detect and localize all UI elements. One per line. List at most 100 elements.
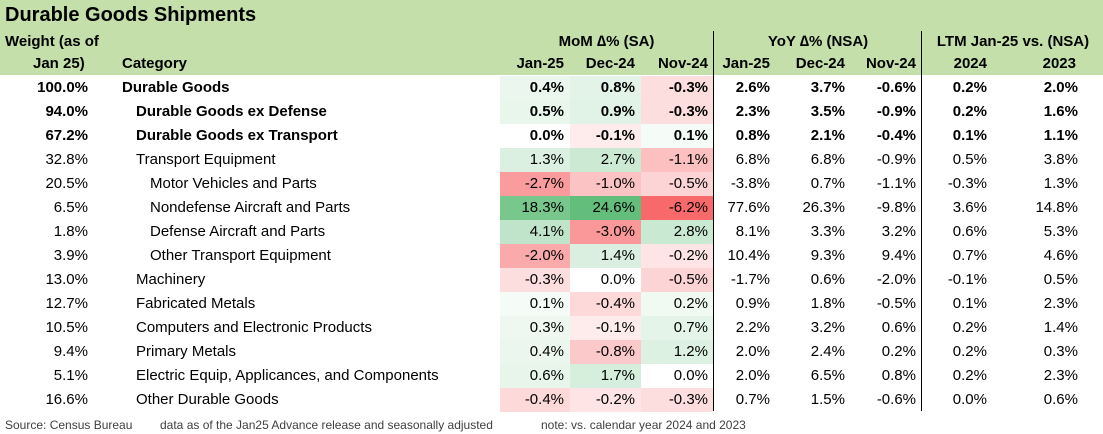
- heat-cell: [570, 196, 641, 220]
- mom-value-cell: 0.0%: [529, 127, 564, 144]
- ltm-value-cell: 0.3%: [1043, 343, 1078, 360]
- yoy-group-header: YoY ∆% (NSA): [767, 33, 869, 50]
- heat-cell: [570, 340, 641, 364]
- heat-cell: [641, 364, 713, 388]
- table-row: 16.6% Other Durable Goods -0.4% -0.2% -0.3% 0…: [0, 388, 1103, 412]
- footer-note: note: vs. calendar year 2024 and 2023: [541, 418, 746, 432]
- weight-cell: 67.2%: [45, 127, 88, 144]
- yoy-value-cell: 0.8%: [735, 127, 770, 144]
- ltm-value-cell: 0.5%: [952, 151, 987, 168]
- ltm-col-header: 2024: [953, 55, 987, 72]
- ltm-value-cell: 2.0%: [1043, 79, 1078, 96]
- mom-value-cell: 18.3%: [521, 199, 564, 216]
- mom-value-cell: 1.4%: [600, 247, 635, 264]
- ltm-value-cell: -0.1%: [947, 271, 987, 288]
- divider-mom-yoy: [713, 31, 714, 411]
- table-row: 32.8% Transport Equipment 1.3% 2.7% -1.1% 6.8…: [0, 148, 1103, 172]
- ltm-col-header: 2023: [1042, 55, 1076, 72]
- category-cell: Durable Goods ex Defense: [136, 103, 327, 120]
- weight-cell: 16.6%: [45, 391, 88, 408]
- heat-cell: [500, 388, 570, 412]
- category-cell: Durable Goods ex Transport: [136, 127, 338, 144]
- yoy-value-cell: 1.5%: [810, 391, 845, 408]
- yoy-value-cell: 2.0%: [735, 367, 770, 384]
- mom-value-cell: -1.1%: [668, 151, 708, 168]
- ltm-value-cell: 1.3%: [1043, 175, 1078, 192]
- ltm-value-cell: 4.6%: [1043, 247, 1078, 264]
- ltm-value-cell: 0.2%: [952, 343, 987, 360]
- table-row: 1.8% Defense Aircraft and Parts 4.1% -3.0% 2…: [0, 220, 1103, 244]
- yoy-value-cell: 3.3%: [810, 223, 845, 240]
- mom-value-cell: 1.7%: [600, 367, 635, 384]
- yoy-value-cell: 1.8%: [810, 295, 845, 312]
- weight-cell: 12.7%: [45, 295, 88, 312]
- mom-value-cell: -0.8%: [595, 343, 635, 360]
- mom-value-cell: 1.3%: [529, 151, 564, 168]
- ltm-value-cell: 2.3%: [1043, 295, 1078, 312]
- yoy-value-cell: 6.8%: [735, 151, 770, 168]
- ltm-value-cell: 0.6%: [952, 223, 987, 240]
- yoy-value-cell: 2.6%: [735, 79, 770, 96]
- heat-cell: [641, 316, 713, 340]
- ltm-value-cell: 1.6%: [1043, 103, 1078, 120]
- weight-cell: 94.0%: [45, 103, 88, 120]
- yoy-value-cell: 3.2%: [881, 223, 916, 240]
- heat-cell: [641, 340, 713, 364]
- mom-value-cell: 0.2%: [673, 295, 708, 312]
- category-cell: Electric Equip, Applicances, and Compone…: [136, 367, 439, 384]
- weight-cell: 32.8%: [45, 151, 88, 168]
- mom-value-cell: 0.6%: [529, 367, 564, 384]
- heat-cell: [641, 196, 713, 220]
- mom-col-header: Nov-24: [657, 55, 708, 72]
- category-cell: Transport Equipment: [136, 151, 276, 168]
- weight-header-line1: Weight (as of: [5, 33, 99, 50]
- mom-value-cell: 0.3%: [529, 319, 564, 336]
- heat-cell: [500, 220, 570, 244]
- weight-cell: 3.9%: [53, 247, 88, 264]
- mom-value-cell: -2.7%: [524, 175, 564, 192]
- weight-cell: 13.0%: [45, 271, 88, 288]
- table-row: 3.9% Other Transport Equipment -2.0% 1.4% -0…: [0, 244, 1103, 268]
- heat-cell: [641, 148, 713, 172]
- ltm-value-cell: 1.1%: [1043, 127, 1078, 144]
- heat-cell: [500, 76, 570, 100]
- yoy-value-cell: 9.4%: [881, 247, 916, 264]
- yoy-value-cell: 8.1%: [735, 223, 770, 240]
- ltm-value-cell: 0.2%: [952, 367, 987, 384]
- category-cell: Computers and Electronic Products: [136, 319, 372, 336]
- heat-cell: [641, 124, 713, 148]
- yoy-col-header: Dec-24: [795, 55, 845, 72]
- category-cell: Motor Vehicles and Parts: [150, 175, 317, 192]
- weight-cell: 100.0%: [37, 79, 88, 96]
- title-bar: Durable Goods Shipments: [0, 0, 1103, 31]
- mom-value-cell: -0.3%: [668, 79, 708, 96]
- category-cell: Nondefense Aircraft and Parts: [150, 199, 351, 216]
- yoy-value-cell: 2.1%: [810, 127, 845, 144]
- yoy-value-cell: 10.4%: [727, 247, 770, 264]
- heat-cell: [570, 172, 641, 196]
- heat-cell: [570, 316, 641, 340]
- category-header: Category: [122, 55, 188, 72]
- category-cell: Other Durable Goods: [136, 391, 279, 408]
- table-row: 10.5% Computers and Electronic Products 0.…: [0, 316, 1103, 340]
- heat-cell: [500, 196, 570, 220]
- mom-value-cell: -0.3%: [524, 271, 564, 288]
- mom-col-header: Jan-25: [516, 55, 564, 72]
- table-row: 67.2% Durable Goods ex Transport 0.0% -0.1%…: [0, 124, 1103, 148]
- yoy-value-cell: -0.9%: [876, 103, 916, 120]
- weight-cell: 10.5%: [45, 319, 88, 336]
- ltm-value-cell: 0.5%: [1043, 271, 1078, 288]
- yoy-value-cell: -0.6%: [876, 391, 916, 408]
- yoy-value-cell: -9.8%: [876, 199, 916, 216]
- heat-cell: [570, 268, 641, 292]
- mom-value-cell: 0.4%: [529, 343, 564, 360]
- table-row: 100.0% Durable Goods 0.4% 0.8% -0.3% 2.6% 3.7%…: [0, 76, 1103, 100]
- heat-cell: [641, 220, 713, 244]
- table-row: 6.5% Nondefense Aircraft and Parts 18.3% 24…: [0, 196, 1103, 220]
- ltm-value-cell: 0.0%: [952, 391, 987, 408]
- mom-value-cell: -6.2%: [668, 199, 708, 216]
- mom-value-cell: -0.2%: [668, 247, 708, 264]
- heat-cell: [500, 316, 570, 340]
- table-row: 9.4% Primary Metals 0.4% -0.8% 1.2% 2.0% 2.4% 0…: [0, 340, 1103, 364]
- yoy-value-cell: 2.3%: [735, 103, 770, 120]
